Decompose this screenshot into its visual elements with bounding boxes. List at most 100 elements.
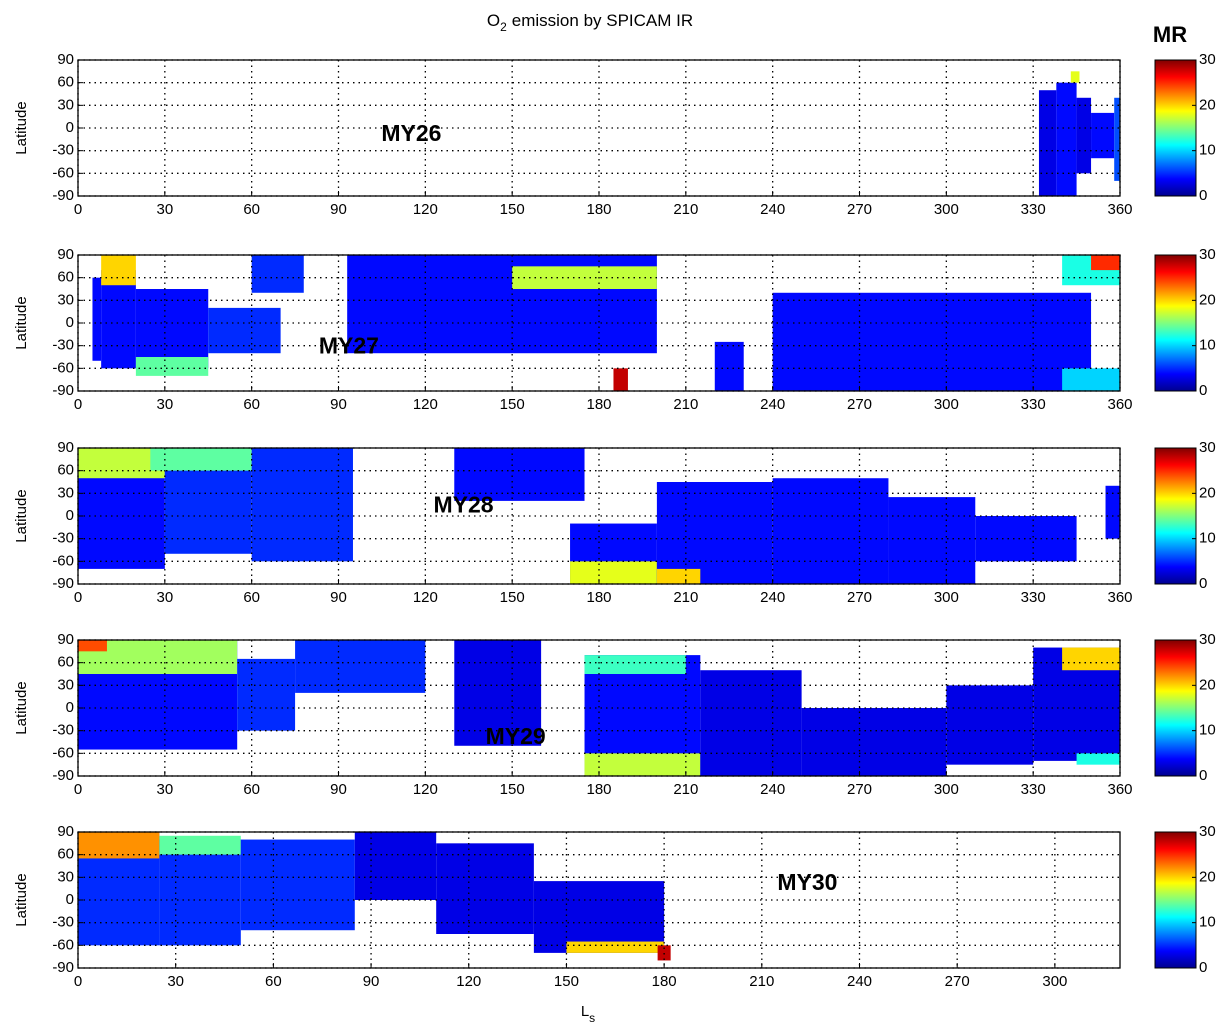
x-tick-label: 0 xyxy=(74,973,82,990)
x-tick-label: 300 xyxy=(934,589,959,606)
x-tick-label: 180 xyxy=(586,201,611,218)
cell xyxy=(700,670,802,776)
cell xyxy=(714,341,744,391)
y-tick-label: -30 xyxy=(52,142,74,159)
x-tick-label: 240 xyxy=(760,589,785,606)
x-tick-label: 330 xyxy=(1021,396,1046,413)
x-tick-label: 90 xyxy=(330,396,347,413)
x-tick-label: 360 xyxy=(1107,781,1132,798)
x-tick-label: 270 xyxy=(847,396,872,413)
y-label: Latitude xyxy=(13,873,30,926)
x-tick-label: 150 xyxy=(500,396,525,413)
x-tick-label: 0 xyxy=(74,201,82,218)
y-tick-label: 90 xyxy=(57,246,74,263)
x-tick-label: 210 xyxy=(673,396,698,413)
cell xyxy=(656,568,701,584)
x-tick-label: 0 xyxy=(74,781,82,798)
cell xyxy=(436,843,534,934)
colorbar xyxy=(1154,639,1197,777)
x-tick-label: 120 xyxy=(413,396,438,413)
colorbar-tick-label: 20 xyxy=(1199,96,1216,113)
x-tick-label: 150 xyxy=(500,781,525,798)
y-tick-label: -90 xyxy=(52,575,74,592)
colorbar-tick-label: 10 xyxy=(1199,530,1216,547)
y-tick-label: -30 xyxy=(52,722,74,739)
colorbar-tick-label: 0 xyxy=(1199,767,1207,784)
colorbar-tick-label: 30 xyxy=(1199,246,1216,263)
cell xyxy=(772,292,1092,391)
colorbar-tick-label: 20 xyxy=(1199,868,1216,885)
colorbar-tick-label: 20 xyxy=(1199,676,1216,693)
y-tick-label: 90 xyxy=(57,631,74,648)
cell xyxy=(1091,255,1120,271)
cell xyxy=(1062,647,1120,671)
x-tick-label: 180 xyxy=(586,781,611,798)
title: O2 emission by SPICAM IR xyxy=(487,11,693,34)
frame xyxy=(77,447,1121,585)
x-tick-label: 90 xyxy=(330,589,347,606)
cell xyxy=(1076,753,1120,765)
y-tick-label: 90 xyxy=(57,439,74,456)
x-tick-label: 240 xyxy=(847,973,872,990)
y-label: Latitude xyxy=(13,489,30,542)
cell xyxy=(208,307,281,354)
x-tick-label: 30 xyxy=(167,973,184,990)
y-tick-label: 30 xyxy=(57,868,74,885)
y-tick-label: 0 xyxy=(66,699,74,716)
y-tick-label: 0 xyxy=(66,891,74,908)
colorbar xyxy=(1154,59,1197,197)
x-tick-label: 360 xyxy=(1107,201,1132,218)
cell xyxy=(801,708,947,776)
colorbar-tick-label: 10 xyxy=(1199,142,1216,159)
cell xyxy=(159,835,241,855)
y-tick-label: 30 xyxy=(57,484,74,501)
x-tick-label: 150 xyxy=(500,589,525,606)
y-tick-label: -60 xyxy=(52,744,74,761)
colorbar-tick-label: 30 xyxy=(1199,51,1216,68)
panel-label: MY28 xyxy=(433,492,493,518)
x-tick-label: 240 xyxy=(760,781,785,798)
cell xyxy=(533,881,665,953)
x-tick-label: 30 xyxy=(156,589,173,606)
x-tick-label: 60 xyxy=(243,589,260,606)
y-tick-label: 60 xyxy=(57,269,74,286)
cell xyxy=(354,832,437,900)
cell xyxy=(772,478,889,584)
cell xyxy=(1038,90,1057,196)
panel-label: MY30 xyxy=(777,869,837,895)
colorbar-tick-label: 30 xyxy=(1199,823,1216,840)
cell xyxy=(240,839,355,931)
y-tick-label: 30 xyxy=(57,96,74,113)
cell xyxy=(454,448,585,501)
x-tick-label: 180 xyxy=(652,973,677,990)
cell xyxy=(584,753,701,776)
x-tick-label: 90 xyxy=(330,781,347,798)
y-tick-label: -90 xyxy=(52,767,74,784)
y-label: Latitude xyxy=(13,296,30,349)
x-tick-label: 270 xyxy=(847,589,872,606)
y-tick-label: 60 xyxy=(57,462,74,479)
y-tick-label: 90 xyxy=(57,51,74,68)
x-tick-label: 0 xyxy=(74,396,82,413)
x-tick-label: 90 xyxy=(363,973,380,990)
cell xyxy=(251,255,304,293)
x-tick-label: 240 xyxy=(760,201,785,218)
cell xyxy=(1114,97,1120,181)
x-tick-label: 120 xyxy=(413,201,438,218)
x-tick-label: 120 xyxy=(413,589,438,606)
colorbar-label: MR xyxy=(1153,22,1187,47)
y-tick-label: -60 xyxy=(52,552,74,569)
cell xyxy=(92,277,102,361)
y-label: Latitude xyxy=(13,101,30,154)
x-tick-label: 240 xyxy=(760,396,785,413)
x-tick-label: 330 xyxy=(1021,589,1046,606)
x-tick-label: 30 xyxy=(156,201,173,218)
cell xyxy=(975,516,1077,562)
colorbar-tick-label: 0 xyxy=(1199,575,1207,592)
panel-label: MY29 xyxy=(486,723,546,749)
cell xyxy=(135,357,209,376)
x-tick-label: 210 xyxy=(673,589,698,606)
colorbar-tick-label: 10 xyxy=(1199,337,1216,354)
colorbar-tick-label: 10 xyxy=(1199,914,1216,931)
